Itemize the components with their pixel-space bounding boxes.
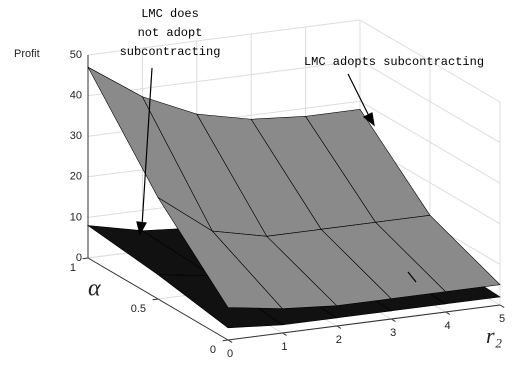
- y-tick-label: 0: [210, 344, 216, 356]
- y-tick-label: 1: [70, 262, 76, 274]
- z-tick-label: 30: [70, 130, 82, 142]
- axis-line: [87, 257, 229, 341]
- annotation: LMC adopts subcontracting: [304, 55, 484, 69]
- arrow: [347, 73, 371, 119]
- x-tick-label: 1: [281, 341, 287, 353]
- tick-mark: [499, 304, 505, 308]
- grid-line: [87, 19, 361, 56]
- annotation: subcontracting: [120, 45, 221, 59]
- x-tick-label: 2: [336, 334, 342, 346]
- z-tick-label: 40: [70, 90, 82, 102]
- axis-line: [227, 304, 501, 341]
- arrows: [136, 67, 417, 283]
- y-axis-label: α: [88, 276, 101, 302]
- annotation: not adopt: [138, 26, 203, 40]
- x-tick-label: 0: [227, 348, 233, 360]
- x-tick-label: 5: [499, 313, 505, 325]
- tick-mark: [152, 298, 159, 301]
- z-tick-label: 0: [76, 252, 82, 264]
- arrow-head: [362, 112, 375, 127]
- arrow-head: [136, 221, 147, 236]
- arrow: [407, 271, 417, 283]
- x-tick-label: 3: [390, 327, 396, 339]
- arrow: [141, 67, 153, 227]
- surface-patch: [374, 214, 501, 293]
- grid-line: [87, 60, 361, 97]
- tick-mark: [222, 339, 229, 342]
- z-tick-label: 10: [70, 211, 82, 223]
- z-tick-label: 20: [70, 171, 82, 183]
- x-axis-label: r₂: [486, 323, 503, 348]
- x-tick-label: 4: [445, 320, 451, 332]
- annotation: LMC does: [141, 7, 199, 21]
- tick-mark: [82, 257, 89, 260]
- z-tick-label: 50: [70, 49, 82, 61]
- y-tick-label: 0.5: [131, 303, 146, 315]
- z-axis-label: Profit: [14, 48, 40, 60]
